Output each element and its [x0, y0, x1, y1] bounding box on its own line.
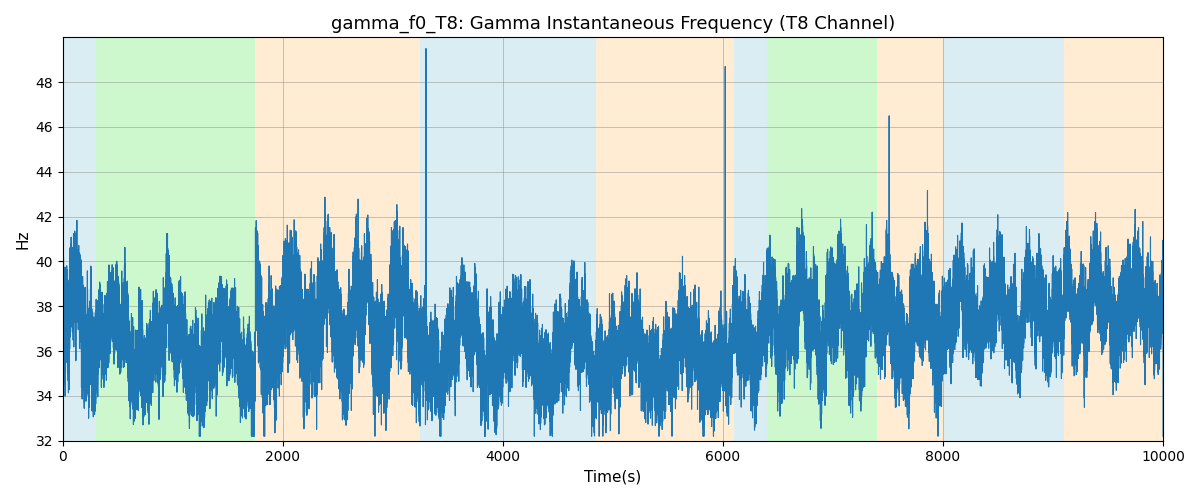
Bar [734, 38, 767, 440]
Bar [96, 38, 256, 440]
Bar [877, 38, 943, 440]
Bar [943, 38, 1064, 440]
Bar [596, 38, 734, 440]
Bar [767, 38, 877, 440]
X-axis label: Time(s): Time(s) [584, 470, 642, 485]
Y-axis label: Hz: Hz [16, 230, 30, 249]
Bar [256, 38, 420, 440]
Bar [1064, 38, 1163, 440]
Bar [62, 38, 96, 440]
Bar [420, 38, 596, 440]
Title: gamma_f0_T8: Gamma Instantaneous Frequency (T8 Channel): gamma_f0_T8: Gamma Instantaneous Frequen… [331, 15, 895, 34]
